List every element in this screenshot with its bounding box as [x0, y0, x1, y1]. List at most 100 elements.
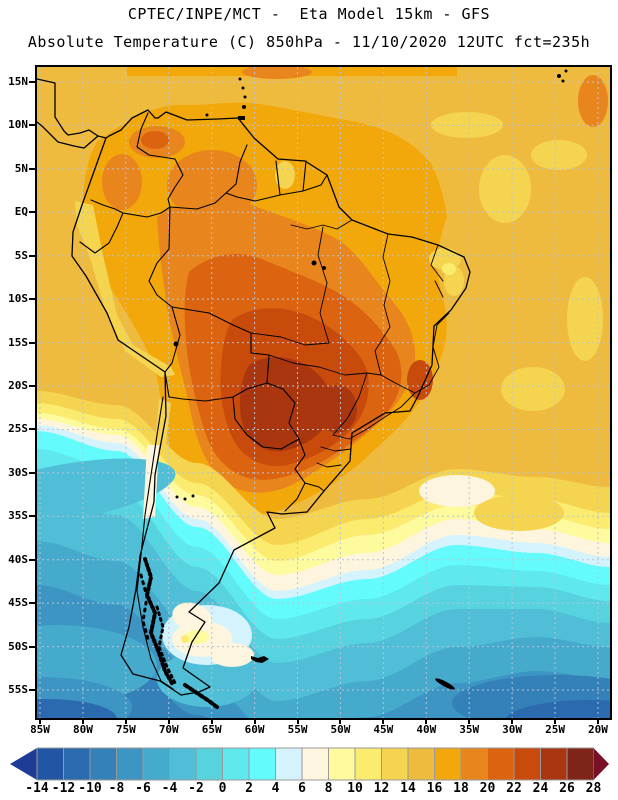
colorbar-cell	[541, 748, 568, 780]
lon-tick	[468, 718, 471, 724]
lon-tick	[596, 718, 599, 724]
colorbar-tick-label: -2	[188, 781, 204, 796]
colorbar-tick-label: -4	[161, 781, 178, 796]
colorbar-tick-label: 4	[271, 781, 280, 796]
lon-tick-label: 85W	[30, 723, 50, 736]
colorbar-cell	[249, 748, 276, 780]
lon-tick-label: 75W	[115, 723, 136, 736]
lon-tick-label: 60W	[244, 723, 265, 736]
lat-tick-label: 45S	[8, 596, 28, 610]
lat-tick	[29, 515, 37, 518]
lat-tick-label: 15N	[8, 75, 28, 88]
colorbar-cell	[435, 748, 462, 780]
lat-tick-label: 25S	[8, 422, 28, 436]
colorbar-cell	[143, 748, 170, 780]
colorbar-cell	[117, 748, 144, 780]
colorbar-tick-label: 16	[426, 781, 443, 796]
colorbar-tick-label: 24	[532, 781, 549, 796]
lat-tick-label: 15S	[8, 335, 28, 349]
lon-tick	[124, 718, 127, 724]
lat-tick-label: 30S	[8, 465, 28, 479]
andes-speckles	[141, 559, 217, 707]
lon-tick-label: 30W	[502, 723, 523, 736]
lat-tick	[29, 81, 37, 83]
lon-tick	[425, 718, 428, 724]
colorbar-tick-label: 22	[506, 781, 522, 796]
colorbar-tick-label: 8	[324, 781, 333, 796]
lon-tick	[339, 718, 342, 724]
lat-tick-label: 5S	[14, 248, 28, 262]
colorbar-cell	[488, 748, 515, 780]
lat-tick	[29, 645, 37, 648]
lat-tick	[29, 124, 37, 127]
colorbar-tick-label: 6	[298, 781, 306, 796]
lon-tick-label: 70W	[158, 723, 179, 736]
lat-tick-label: 50S	[8, 639, 28, 653]
colorbar-cell	[276, 748, 303, 780]
lat-tick-label: 55S	[8, 683, 28, 697]
colorbar-tick-label: 20	[479, 781, 496, 796]
lon-tick	[39, 718, 41, 724]
lon-tick-label: 65W	[201, 723, 222, 736]
lon-tick	[511, 718, 514, 724]
lat-tick	[29, 689, 37, 692]
lat-tick	[29, 298, 37, 301]
colorbar-cell	[514, 748, 541, 780]
lon-tick-label: 40W	[416, 723, 437, 736]
lat-tick-label: 40S	[8, 552, 28, 566]
lat-tick-label: 10S	[8, 292, 28, 306]
lon-tick	[382, 718, 385, 724]
lat-tick	[29, 167, 37, 170]
colorbar-tick-label: -12	[51, 781, 76, 796]
page-subtitle: Absolute Temperature (C) 850hPa - 11/10/…	[27, 33, 591, 51]
lat-tick-label: 20S	[8, 379, 28, 392]
lat-tick	[29, 602, 37, 605]
colorbar-tick-label: 2	[245, 781, 253, 796]
coastlines-and-borders	[37, 69, 568, 708]
lon-tick-label: 45W	[373, 723, 394, 736]
colorbar-under-arrow	[10, 748, 37, 780]
colorbar-tick-label: 14	[400, 781, 416, 796]
lon-tick	[210, 718, 213, 724]
colorbar-tick-label: 12	[373, 781, 390, 796]
colorbar-cell	[302, 748, 329, 780]
colorbar	[10, 747, 609, 781]
lon-tick-label: 20W	[588, 723, 608, 736]
lon-tick-label: 80W	[72, 723, 93, 736]
colorbar-tick-label: -14	[25, 781, 49, 796]
lat-tick	[29, 341, 37, 344]
colorbar-tick-label: 26	[559, 781, 575, 796]
lat-tick	[29, 211, 37, 214]
page-title: CPTEC/INPE/MCT - Eta Model 15km - GFS	[127, 5, 491, 23]
colorbar-tick-label: -10	[78, 781, 102, 796]
lon-tick-label: 55W	[287, 723, 308, 736]
colorbar-cell	[196, 748, 223, 780]
lat-tick	[29, 254, 37, 257]
lon-tick-label: 35W	[459, 723, 480, 736]
colorbar-cell	[461, 748, 488, 780]
lat-tick-label: 5N	[14, 161, 28, 175]
colorbar-cell	[329, 748, 356, 780]
colorbar-tick-label: 10	[347, 781, 363, 796]
lon-tick-label: 25W	[545, 723, 565, 736]
lon-tick	[81, 718, 84, 724]
lat-tick	[29, 471, 37, 474]
lon-tick	[167, 718, 170, 724]
lat-tick-label: 35S	[8, 509, 28, 523]
lon-tick	[253, 718, 256, 724]
lat-tick	[29, 428, 37, 431]
lat-tick-label: 10N	[8, 118, 28, 132]
colorbar-cell	[90, 748, 117, 780]
colorbar-cell	[408, 748, 435, 780]
lon-tick-label: 50W	[330, 723, 351, 736]
colorbar-cell	[37, 748, 64, 780]
colorbar-tick-label: -6	[135, 781, 151, 796]
lat-tick-label: EQ	[14, 205, 28, 219]
colorbar-tick-label: 28	[585, 781, 602, 796]
colorbar-tick-label: 0	[218, 781, 227, 796]
map-canvas	[37, 67, 610, 718]
colorbar-cell	[382, 748, 409, 780]
colorbar-cell	[567, 748, 594, 780]
colorbar-over-arrow	[593, 748, 609, 780]
colorbar-tick-label: 18	[453, 781, 469, 796]
